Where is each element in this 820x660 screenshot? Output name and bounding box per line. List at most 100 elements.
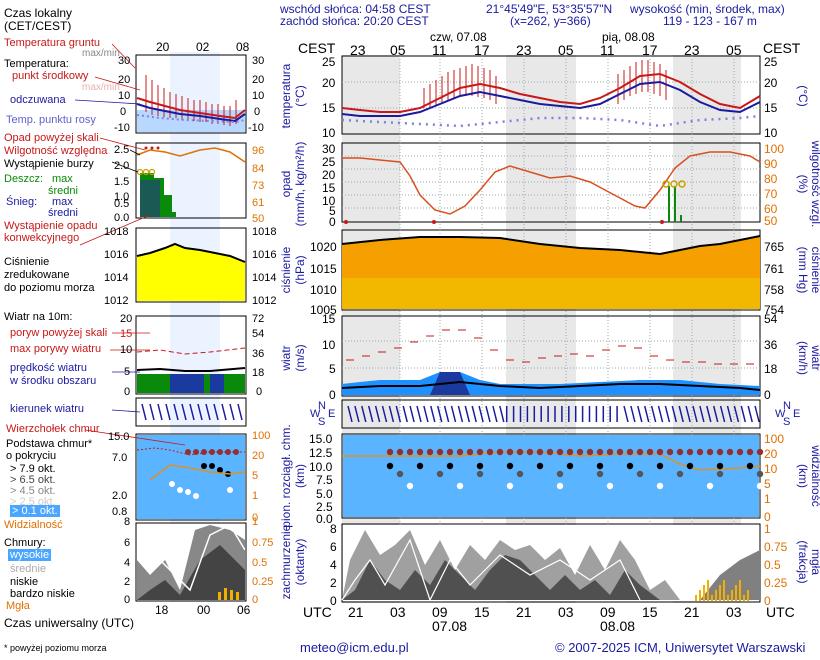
press-r-2: 758 [764,283,785,297]
legend-mid: średnie [10,563,47,575]
mini-rain-l-2: 1.5 [114,176,130,188]
wind-arrow [726,405,733,423]
temp-l-0: 25 [322,55,336,69]
wind-arrow [381,405,388,423]
wind-arrow [664,405,671,423]
cloud-base-dot [386,448,394,456]
mini-vis-r-4: 0 [252,512,259,524]
mini-hour-20: 20 [156,40,170,54]
mini-temp-l-0: 30 [118,55,131,67]
fog-bar [703,585,705,601]
wind-arrow [464,405,471,423]
left-axis-titles: temperatura (°C) opad (mm/h, kg/m²/h) ci… [279,63,307,599]
legend-rain: Deszcz: [4,173,44,185]
wind-arrow [354,405,360,423]
wind-arrow [478,405,484,423]
compass-w-right: W [775,408,786,420]
cov-l-1: 6 [330,540,337,554]
mini-press-r-0: 1018 [252,226,277,238]
vis-r-1: 20 [764,447,778,461]
wind-arrow [671,405,678,423]
cov-r-2: 0.5 [764,558,781,572]
axis-press-r-unit: (mm Hg) [796,247,810,294]
mini-wind-r-4: 0 [256,386,263,398]
cloud-base-dot [556,448,564,456]
mini-vis-r-3: 1 [252,490,259,502]
axis-cloud-r: widzialność [809,444,820,506]
cloud-base-dot [406,482,414,490]
axis-cov-r: mgła [809,549,820,575]
wind-l-2: 5 [329,362,336,376]
fog-bar [715,590,717,601]
cloud-l-4: 5.0 [316,487,333,501]
cloud-base-dot [416,448,424,456]
wind-arrow [747,405,753,423]
wind-arrow [712,405,719,423]
compass-n-left: N [318,400,326,412]
cloud-base-dot [596,462,604,470]
cov-r-4: 0 [764,594,771,608]
mini-cov-l-1: 6 [124,537,131,549]
cloud-l-6: 0.0 [316,512,333,526]
mini-temp-r-1: 20 [252,74,265,86]
mini-rain-l-4: 0.5 [114,198,130,210]
cloud-base-dot [606,482,614,490]
legend-okt-3: > 4.5 okt. [10,485,56,497]
cloud-base-dot [666,448,674,456]
wind-arrow [485,405,491,423]
fog-bar [727,595,729,601]
bottom-hour-2: 09 [432,604,448,620]
top-hour-7: 17 [642,42,658,58]
wind-r-1: 36 [764,338,778,352]
cloud-base-dot [676,448,684,456]
wind-arrow [706,405,712,423]
cloud-base-dot [556,482,564,490]
legend-dew: Temp. punktu rosy [6,114,96,126]
mini-cov-r-3: 0.25 [252,576,274,588]
wind-arrow [678,405,684,423]
cloud-l-2: 10.0 [309,460,333,474]
axis-cov-l1: zachmurzenie [279,524,293,599]
cloud-base-dot [516,448,524,456]
bottom-hour-7: 15 [642,604,658,620]
mini-wind-l-1: 15 [120,328,133,340]
axis-cloud-l1: pion. rozciągł. chm. [279,424,293,527]
legend-temp-mid: punkt środkowy [12,70,89,82]
legend-wind-dir: kierunek wiatru [10,403,84,415]
mini-temp-r-0: 30 [252,55,265,67]
compass-e-right: E [793,408,801,420]
bottom-hour-5: 03 [558,604,574,620]
legend-okt-5: > 0.1 okt. [10,505,60,517]
fog-bar [707,580,709,601]
cov-l-0: 8 [330,522,337,536]
email-link[interactable]: meteo@icm.edu.pl [300,640,409,655]
wind-arrow [692,405,698,423]
cloud-base-dot [546,448,554,456]
cloud-base-dot [506,482,514,490]
cloud-base-dot [706,448,714,456]
wind-arrow [374,405,381,423]
temp-r-3: 10 [764,126,778,140]
mini-press-r-2: 1014 [252,272,277,284]
cloud-base-dot [746,448,754,456]
fog-bar [735,585,737,601]
legend-snow-mean: średni [48,207,78,219]
fog-bar [739,580,741,601]
legend-gust-max: max porywy wiatru [10,343,102,355]
legend-conv-1: Wystąpienie opadu [4,220,98,232]
cloud-base-dot [636,448,644,456]
axis-cloud-l2: (km) [293,464,307,488]
wind-arrow [347,405,353,423]
cloud-base-dot [516,470,524,478]
temp-r-2: 15 [764,101,778,115]
cloud-base-dot [736,448,744,456]
mini-cov-l-4: 0 [124,594,131,606]
cloud-base-dot [506,448,514,456]
cloud-base-dot [466,448,474,456]
cov-r-3: 0.25 [764,576,788,590]
wind-arrow [685,405,691,423]
cloud-base-dot [596,448,604,456]
mini-wind-r-2: 36 [252,348,265,360]
wind-arrow [499,405,505,423]
press-r-0: 765 [764,240,785,254]
